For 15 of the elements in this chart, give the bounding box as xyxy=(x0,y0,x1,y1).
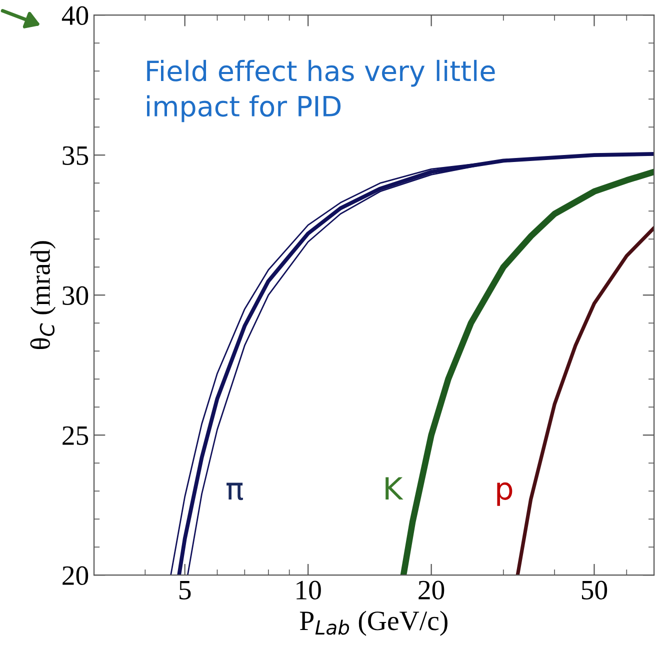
y-tick-label: 25 xyxy=(62,426,88,445)
y-tick-label: 30 xyxy=(62,286,88,305)
y-axis-title: θ$_{C}$ (mrad) xyxy=(30,241,56,350)
x-tick-label: 5 xyxy=(180,581,191,600)
annotation: Field effect has very little impact for PID xyxy=(147,60,495,122)
series-label: p xyxy=(497,482,512,506)
x-tick-label: 50 xyxy=(582,580,608,600)
x-axis-title: P$_{Lab}$ (GeV/c) xyxy=(300,610,448,636)
series-label: K xyxy=(386,477,404,500)
x-tick-label: 20 xyxy=(418,580,444,600)
y-tick-label: 40 xyxy=(62,6,88,25)
x-tick-label: 10 xyxy=(296,580,321,600)
y-tick-label: 35 xyxy=(62,146,88,165)
y-tick-label: 20 xyxy=(62,566,88,585)
series-label: π xyxy=(226,482,243,500)
